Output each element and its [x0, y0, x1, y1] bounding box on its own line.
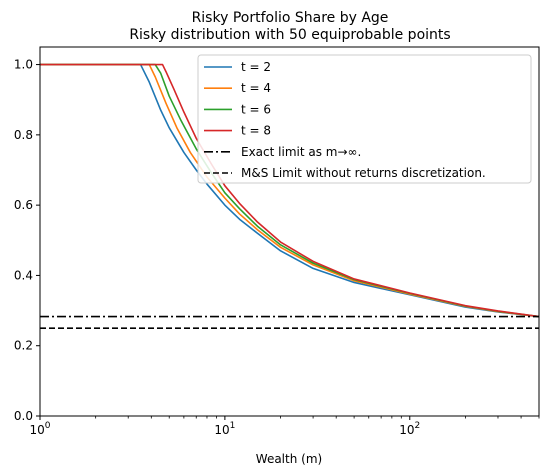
y-tick-label-5: 1.0 [14, 58, 33, 72]
legend-label-3: t = 6 [241, 102, 271, 116]
series-layer [40, 63, 540, 329]
legend-label-5: Exact limit as m→∞. [241, 145, 361, 159]
legend-label-1: t = 2 [241, 60, 271, 74]
plot-frame [39, 46, 540, 417]
x-tick-label-1: 101 [214, 421, 235, 437]
ticks-layer: 0.0 0.2 0.4 0.6 0.8 1.0 100 101 102 [14, 58, 540, 437]
legend-label-2: t = 4 [241, 81, 271, 95]
legend-label-4: t = 8 [241, 124, 271, 138]
y-tick-label-2: 0.4 [14, 268, 33, 282]
x-tick-label-2: 102 [399, 421, 420, 437]
legend-frame [197, 54, 532, 184]
y-tick-label-1: 0.2 [14, 339, 33, 353]
legend-label-6: M&S Limit without returns discretization… [241, 166, 486, 180]
legend: t = 2 t = 4 t = 6 t = 8 Exact limit as m→∞. M… [197, 54, 532, 184]
y-tick-label-0: 0.0 [14, 409, 33, 423]
y-tick-label-4: 0.8 [14, 128, 33, 142]
chart-subtitle: Risky distribution with 50 equiprobable … [129, 27, 450, 43]
x-tick-label-0: 100 [29, 421, 50, 437]
x-axis-label: Wealth (m) [256, 452, 322, 466]
series-line-4 [40, 63, 540, 318]
chart-title: Risky Portfolio Share by Age [192, 10, 389, 26]
y-tick-label-3: 0.6 [14, 198, 33, 212]
